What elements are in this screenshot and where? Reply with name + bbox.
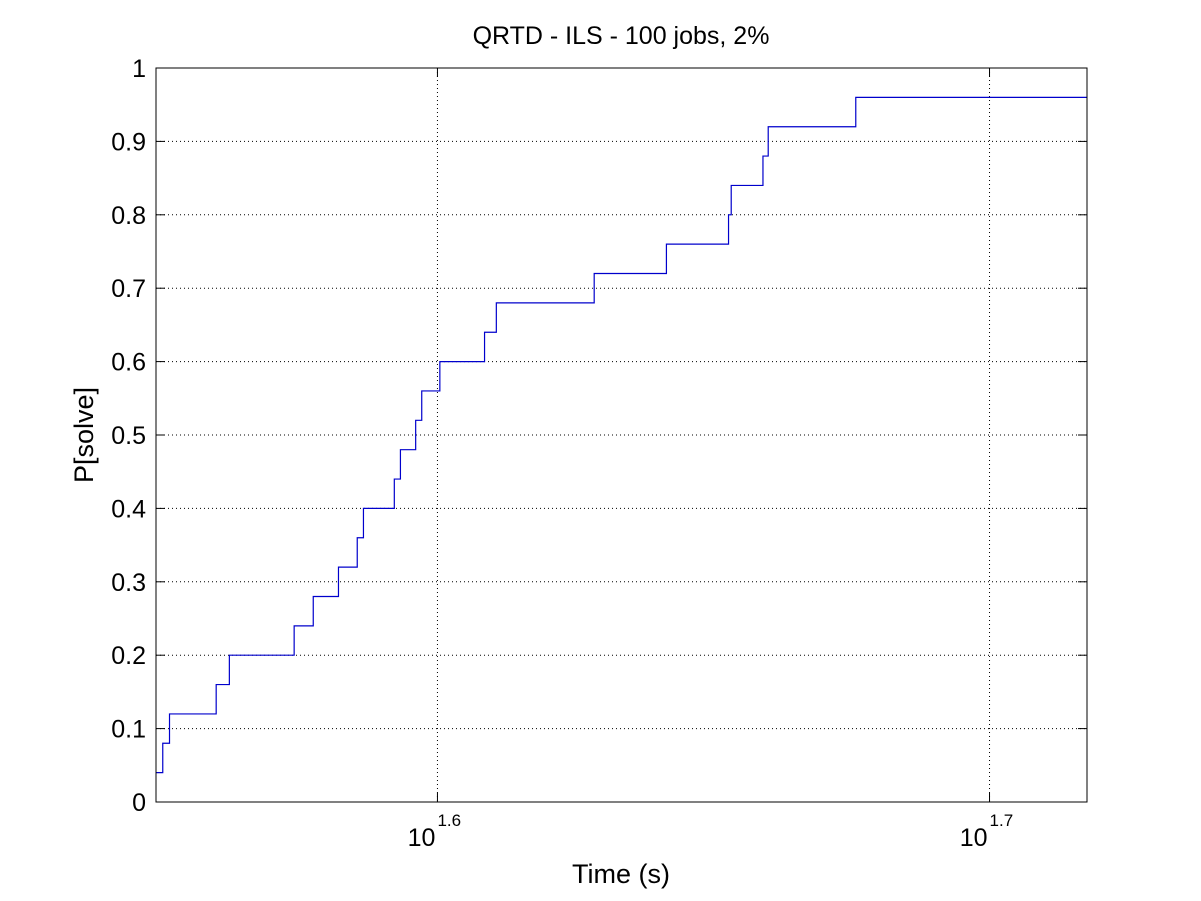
x-tick-label-base: 10	[960, 824, 988, 852]
y-tick-label: 1	[132, 55, 146, 83]
y-tick-label: 0	[132, 789, 146, 817]
y-tick-label: 0.6	[111, 349, 146, 377]
series-group	[156, 96, 1087, 774]
x-tick-label-exponent: 1.7	[990, 811, 1014, 830]
y-tick-label: 0.9	[111, 128, 146, 156]
y-tick-label: 0.2	[111, 642, 146, 670]
y-tick-label: 0.3	[111, 569, 146, 597]
y-tick-label: 0.5	[111, 422, 146, 450]
y-tick-label: 0.8	[111, 202, 146, 230]
plot-area	[156, 68, 1087, 802]
series-line	[156, 96, 1087, 774]
y-tick-label: 0.7	[111, 275, 146, 303]
y-axis-label: P[solve]	[69, 387, 99, 483]
y-tick-label: 0.4	[111, 495, 146, 523]
y-tick-label: 0.1	[111, 716, 146, 744]
chart-title: QRTD - ILS - 100 jobs, 2%	[473, 22, 770, 50]
x-axis-label: Time (s)	[572, 859, 670, 889]
x-tick-label-base: 10	[408, 824, 436, 852]
x-tick-label-exponent: 1.6	[437, 811, 461, 830]
tick-marks	[156, 67, 1087, 803]
